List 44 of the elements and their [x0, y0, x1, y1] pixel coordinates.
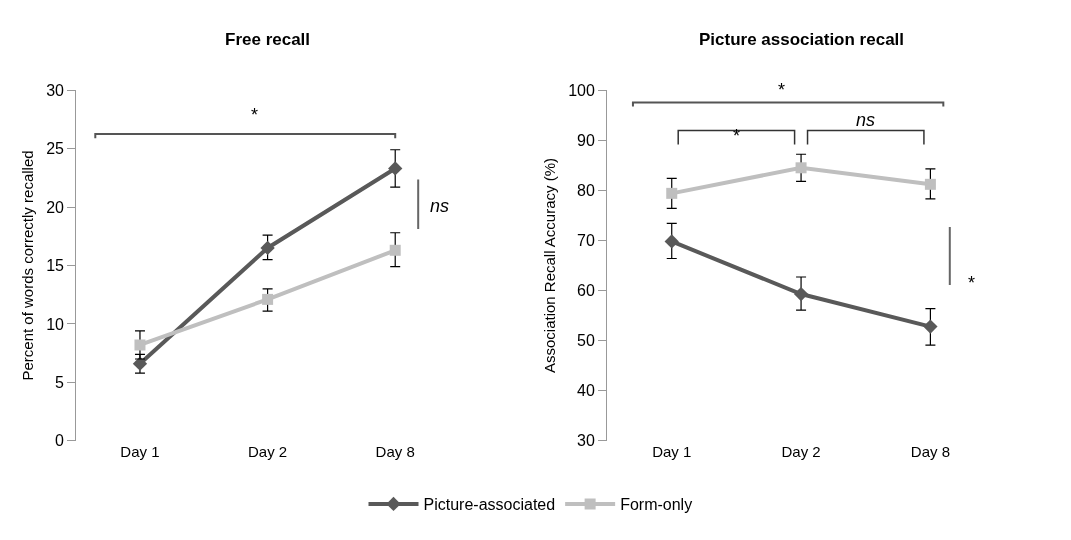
y-tick-label: 25 — [46, 140, 65, 158]
annotation: * — [733, 126, 741, 146]
y-tick-label: 30 — [577, 432, 595, 450]
annotation: * — [778, 80, 786, 100]
y-tick-label: 40 — [577, 382, 595, 400]
annotation: * — [251, 105, 259, 125]
annotation: ns — [856, 110, 876, 130]
point — [924, 178, 936, 190]
y-tick-label: 20 — [46, 198, 65, 216]
y-axis-title: Percent of words correctly recalled — [19, 150, 37, 381]
y-tick-label: 90 — [577, 131, 595, 149]
chart-title: Picture association recall — [699, 30, 905, 49]
point — [262, 293, 274, 305]
y-tick-label: 70 — [577, 232, 595, 250]
y-tick-label: 10 — [46, 315, 65, 333]
y-axis-title: Association Recall Accuracy (%) — [541, 157, 559, 374]
x-tick-label: Day 1 — [120, 442, 160, 460]
point — [389, 244, 401, 256]
point — [388, 161, 403, 176]
point — [795, 162, 807, 174]
point — [260, 240, 275, 256]
point — [793, 286, 809, 302]
chart-title: Free recall — [225, 30, 311, 49]
text: ns — [430, 196, 450, 216]
y-tick-label: 60 — [577, 282, 595, 300]
legend-label: Form-only — [620, 496, 693, 514]
y-tick-label: 30 — [46, 81, 65, 99]
x-tick-label: Day 2 — [781, 442, 821, 460]
point — [666, 187, 678, 199]
y-tick-label: 50 — [577, 332, 595, 350]
x-tick-label: Day 8 — [375, 442, 415, 460]
x-tick-label: Day 8 — [910, 442, 950, 460]
x-tick-label: Day 1 — [652, 442, 692, 460]
legend-label: Picture-associated — [423, 496, 556, 514]
text: * — [968, 273, 976, 293]
y-tick-label: 100 — [568, 81, 595, 99]
point — [923, 319, 938, 334]
point — [134, 339, 146, 351]
point — [664, 234, 679, 249]
x-tick-label: Day 2 — [248, 442, 288, 460]
y-tick-label: 5 — [55, 373, 65, 391]
y-tick-label: 15 — [46, 257, 65, 275]
y-tick-label: 80 — [577, 181, 595, 199]
y-tick-label: 0 — [55, 432, 65, 450]
